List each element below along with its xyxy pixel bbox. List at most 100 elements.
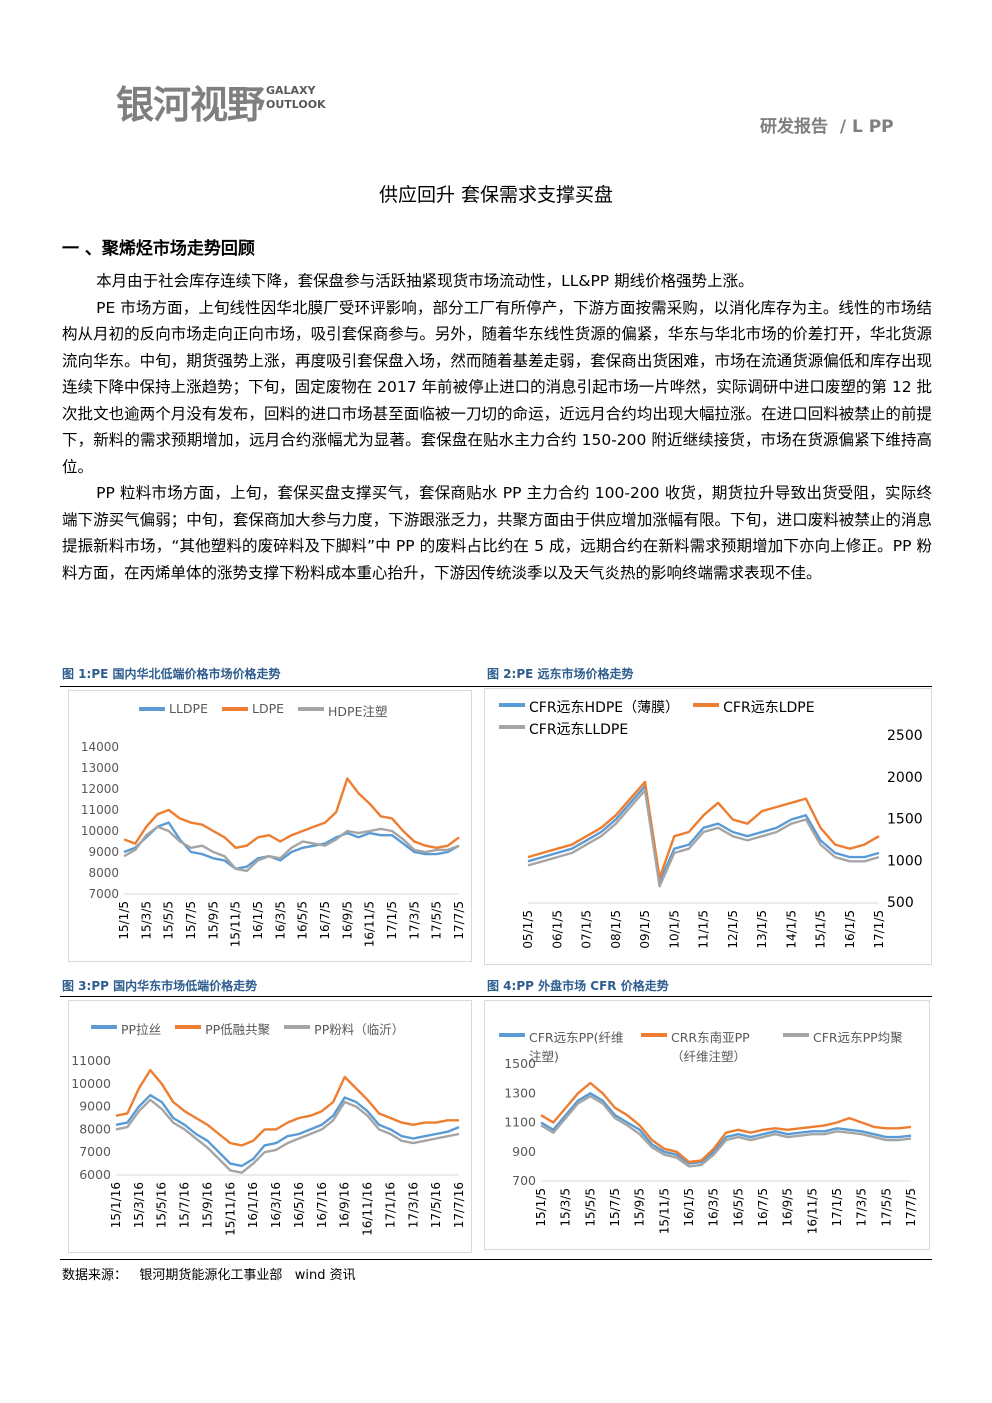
legend-label: CFR远东LDPE — [723, 700, 815, 716]
legend-item: PP低融共聚 — [175, 1019, 270, 1038]
x-tick-label: 16/7/16 — [315, 1182, 329, 1228]
chart: 6000 7000 8000 9000 10000 11000 15/1/16 15/3/16… — [71, 1053, 466, 1236]
x-tick-label: 13/1/5 — [755, 910, 769, 949]
x-tick-label: 16/1/5 — [251, 901, 265, 940]
series-line — [540, 1081, 912, 1164]
legend: PP拉丝 PP低融共聚 PP粉料（临沂） — [91, 1019, 461, 1038]
figure-caption: 图 1:PE 国内华北低端价格市场价格走势 — [62, 667, 281, 681]
x-tick-label: 17/1/5 — [830, 1188, 844, 1227]
legend-swatch — [175, 1025, 202, 1029]
logo-en: GALAXY OUTLOOK — [266, 84, 326, 112]
x-tick-label: 17/3/5 — [407, 901, 421, 940]
source: 数据来源： 银河期货能源化工事业部 wind 资讯 — [62, 1268, 356, 1283]
y-tick-label: 8000 — [88, 866, 119, 880]
y-tick-label: 10000 — [81, 824, 119, 838]
x-tick-label: 17/3/16 — [406, 1182, 420, 1228]
legend-label: LLDPE — [169, 701, 208, 716]
legend-swatch — [499, 1033, 525, 1037]
x-tick-label: 17/5/5 — [430, 901, 444, 940]
legend-label: CFR远东LLDPE — [529, 722, 629, 738]
legend-item: CFR远东LLDPE — [499, 719, 628, 739]
x-tick-label: 16/7/5 — [756, 1188, 770, 1227]
rule — [60, 1259, 932, 1260]
x-tick-label: 11/1/5 — [697, 910, 711, 949]
x-tick-label: 15/11/5 — [657, 1188, 671, 1234]
legend-item: CFR远东LDPE — [693, 697, 815, 717]
y-tick-label: 1100 — [504, 1115, 536, 1130]
x-tick-label: 17/5/5 — [879, 1188, 893, 1227]
doc-title: 供应回升 套保需求支撑买盘 — [378, 184, 614, 206]
y-tick-label: 900 — [512, 1144, 536, 1159]
legend-label: PP低融共聚 — [205, 1022, 271, 1037]
series-line — [527, 780, 880, 880]
chart: 7000 8000 9000 10000 11000 12000 13000 14000 15/… — [81, 740, 466, 947]
x-tick-label: 17/5/16 — [429, 1182, 443, 1228]
x-tick-label: 07/1/5 — [580, 910, 594, 949]
y-tick-label: 700 — [512, 1173, 536, 1188]
x-tick-label: 16/11/16 — [361, 1182, 375, 1236]
legend-swatch — [693, 703, 720, 707]
report-tag: 研发报告 / L PP — [760, 117, 894, 137]
legend-item: PP拉丝 — [91, 1019, 161, 1038]
x-tick-label: 15/5/16 — [155, 1182, 169, 1228]
x-tick-label: 16/9/5 — [340, 901, 354, 940]
chart-box: 500 1000 1500 2000 2500 05/1/5 06/1/5 07/1/5 08/… — [484, 688, 932, 965]
chart-box: 700 900 1100 1300 1500 15/1/5 15/3/5 15/5/5 15/7… — [484, 1000, 930, 1250]
legend-swatch — [222, 707, 248, 711]
legend-label: PP拉丝 — [121, 1022, 162, 1037]
x-tick-label: 15/1/16 — [109, 1182, 123, 1228]
y-tick-label: 1500 — [504, 1056, 536, 1071]
series-line — [115, 1068, 459, 1147]
y-tick-label: 500 — [887, 895, 914, 911]
figure-caption: 图 4:PP 外盘市场 CFR 价格走势 — [487, 979, 669, 993]
x-tick-label: 16/9/16 — [338, 1182, 352, 1228]
x-tick-label: 17/7/5 — [452, 901, 466, 940]
legend-label: LDPE — [252, 701, 285, 716]
series-line — [123, 821, 460, 870]
legend-swatch — [298, 707, 325, 711]
series-line — [527, 789, 880, 888]
rule — [60, 686, 932, 687]
figure-caption: 图 3:PP 国内华东市场低端价格走势 — [62, 979, 258, 993]
y-tick-label: 1000 — [887, 853, 923, 869]
x-tick-label: 16/5/5 — [731, 1188, 745, 1227]
x-tick-label: 15/3/16 — [132, 1182, 146, 1228]
x-tick-label: 16/9/5 — [781, 1188, 795, 1227]
legend: CFR远东HDPE（薄膜） CFR远东LDPE CFR远东LLDPE — [499, 697, 899, 739]
x-tick-label: 17/3/5 — [855, 1188, 869, 1227]
x-tick-label: 16/11/5 — [363, 901, 377, 947]
logo-en-2: OUTLOOK — [266, 98, 326, 111]
legend-swatch — [499, 725, 525, 729]
x-tick-label: 06/1/5 — [550, 910, 564, 949]
logo-en-1: GALAXY — [266, 84, 316, 97]
series-line — [540, 1095, 912, 1168]
legend-label: PP粉料（临沂） — [314, 1022, 405, 1037]
legend-swatch — [499, 703, 525, 707]
chart: 700 900 1100 1300 1500 15/1/5 15/3/5 15/5/5 15/7… — [504, 1056, 918, 1234]
series-line — [540, 1092, 912, 1165]
x-tick-label: 15/3/5 — [139, 901, 153, 940]
legend-swatch — [783, 1033, 809, 1037]
legend-label: CFR远东PP均聚 — [813, 1030, 903, 1045]
x-tick-label: 10/1/5 — [667, 910, 681, 949]
legend-label: CRR东南亚PP（纤维注塑） — [671, 1030, 750, 1064]
chart-box: 6000 7000 8000 9000 10000 11000 15/1/16 15/3/16… — [68, 1000, 472, 1253]
x-tick-label: 15/9/5 — [206, 901, 220, 940]
legend-label: CFR远东PP(纤维注塑) — [529, 1030, 624, 1064]
logo: 银河视野 — [116, 83, 265, 127]
series-line — [123, 777, 460, 849]
x-tick-label: 15/5/5 — [583, 1188, 597, 1227]
legend-item: CFR远东PP(纤维注塑) — [499, 1027, 627, 1065]
x-tick-label: 15/9/5 — [633, 1188, 647, 1227]
rule — [60, 996, 932, 997]
y-tick-label: 9000 — [88, 845, 119, 859]
y-tick-label: 1500 — [887, 812, 923, 828]
x-tick-label: 15/9/16 — [200, 1182, 214, 1228]
y-tick-label: 12000 — [81, 782, 119, 796]
legend-swatch — [139, 707, 165, 711]
legend-item: PP粉料（临沂） — [284, 1019, 404, 1038]
x-tick-label: 15/11/5 — [229, 901, 243, 947]
x-tick-label: 16/3/5 — [273, 901, 287, 940]
x-tick-label: 17/7/16 — [452, 1182, 466, 1228]
x-tick-label: 09/1/5 — [638, 910, 652, 949]
